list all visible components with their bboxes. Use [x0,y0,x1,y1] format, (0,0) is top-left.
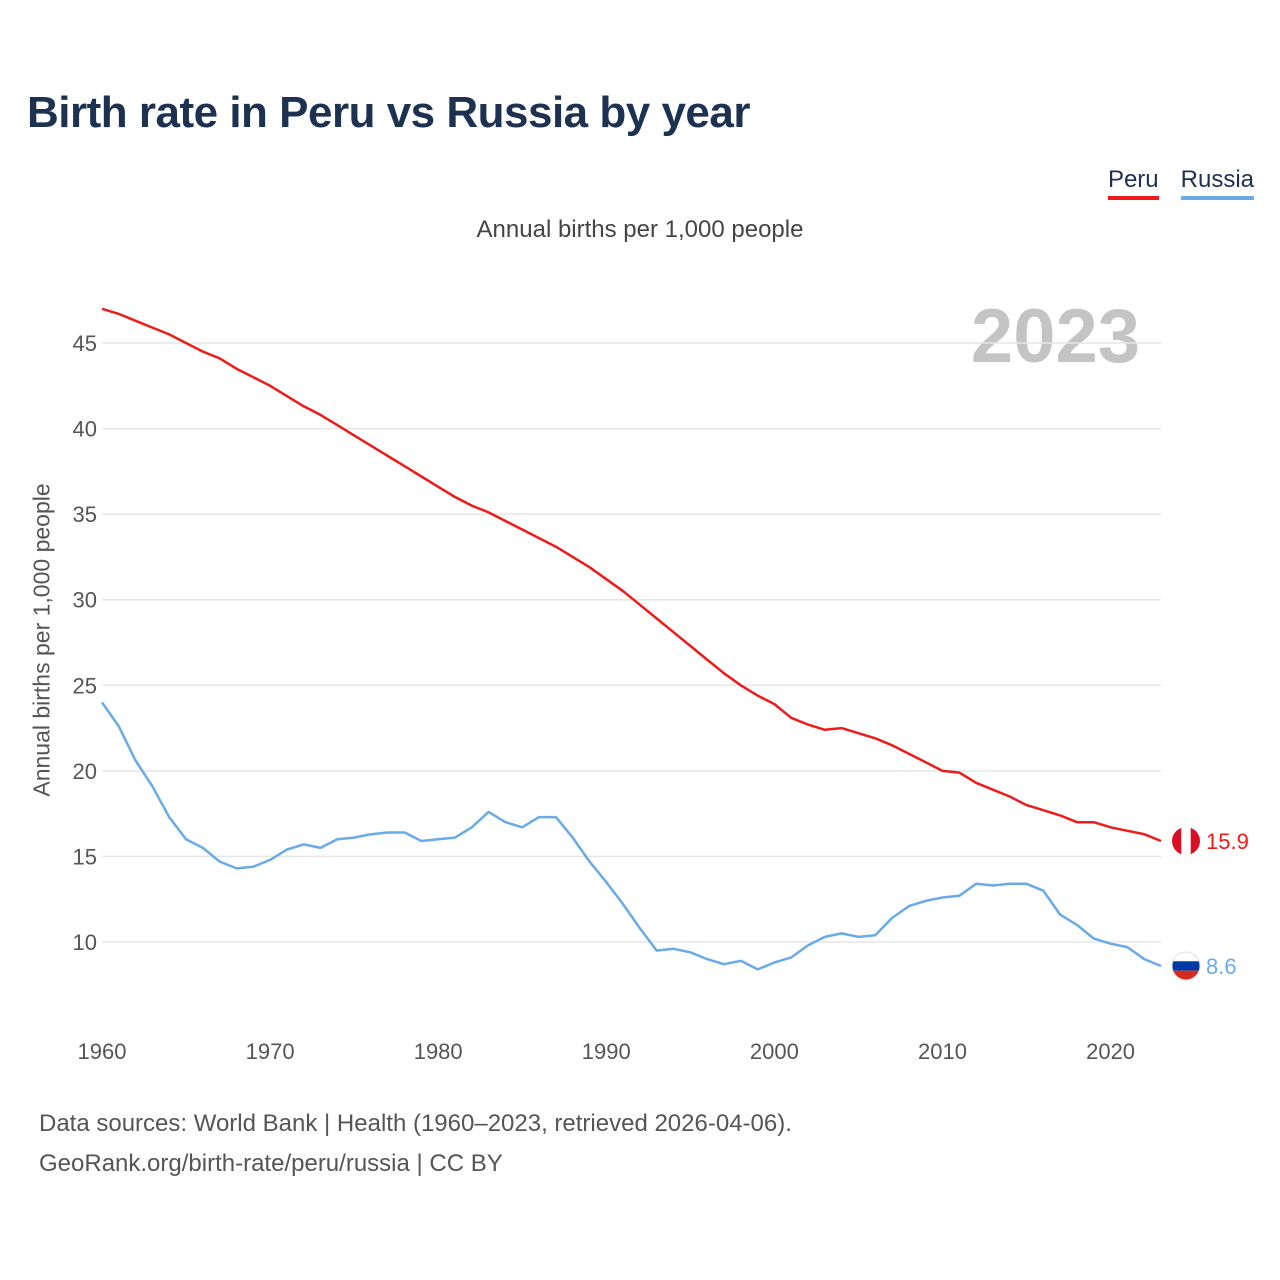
end-label-russia: 8.6 [1206,954,1237,979]
data-source-text: Data sources: World Bank | Health (1960–… [39,1110,792,1137]
x-tick-label-2010: 2010 [918,1039,967,1064]
flag-russia-stripe-0 [1172,951,1200,962]
legend-item-peru[interactable]: Peru [1107,166,1159,200]
flag-russia-outline [1171,951,1201,981]
flag-russia-stripe-2 [1172,970,1200,980]
x-tick-label-2020: 2020 [1086,1039,1135,1064]
y-tick-label-10: 10 [73,930,97,955]
y-tick-label-15: 15 [73,844,97,869]
x-tick-label-1990: 1990 [582,1039,631,1064]
flag-russia-stripe-1 [1172,961,1200,971]
y-tick-label-45: 45 [73,331,97,356]
year-watermark: 2023 [971,294,1140,379]
y-tick-label-35: 35 [73,502,97,527]
series-line-russia [100,701,1162,971]
y-tick-label-20: 20 [73,759,97,784]
y-tick-label-40: 40 [73,417,97,442]
flag-peru-stripe-1 [1181,827,1191,856]
flag-russia-icon [1172,951,1200,980]
legend-item-russia[interactable]: Russia [1180,166,1254,200]
y-tick-label-25: 25 [73,673,97,698]
chart-title: Birth rate in Peru vs Russia by year [27,88,750,137]
chart-subtitle: Annual births per 1,000 people [476,216,804,243]
end-label-peru: 15.9 [1206,829,1249,854]
legend: Peru Russia [1107,166,1254,200]
x-tick-label-1970: 1970 [246,1039,295,1064]
x-tick-label-1980: 1980 [414,1039,463,1064]
y-tick-label-30: 30 [73,588,97,613]
series-line-peru [101,307,1162,843]
source-url-text[interactable]: GeoRank.org/birth-rate/peru/russia | CC … [39,1150,503,1177]
x-tick-label-2000: 2000 [750,1039,799,1064]
footer: Data sources: World Bank | Health (1960–… [39,1104,792,1184]
flag-peru-stripe-2 [1190,827,1200,856]
flag-peru-stripe-0 [1172,827,1182,856]
x-tick-label-1960: 1960 [78,1039,127,1064]
flag-peru-icon [1172,827,1200,856]
